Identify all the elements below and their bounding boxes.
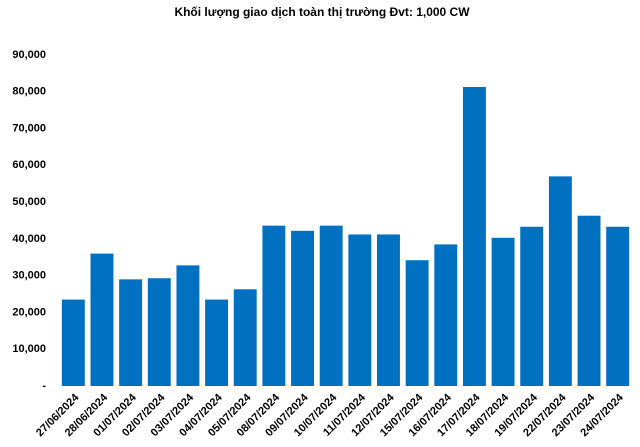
bar (405, 260, 429, 386)
bar (205, 299, 229, 386)
bar (577, 215, 601, 386)
y-tick-label: 60,000 (12, 159, 46, 171)
bar (61, 299, 85, 386)
y-tick-label: 80,000 (12, 86, 46, 98)
bar (176, 265, 200, 386)
y-tick-label: 30,000 (12, 270, 46, 282)
y-tick-label: 50,000 (12, 196, 46, 208)
y-tick-label: 90,000 (12, 49, 46, 61)
bar (291, 230, 314, 386)
y-tick-label: 70,000 (12, 122, 46, 134)
bar (606, 226, 630, 386)
bar (233, 289, 257, 386)
chart-title: Khối lượng giao dịch toàn thị trường Đvt… (174, 5, 470, 19)
bar (377, 234, 400, 386)
y-tick-label: - (42, 380, 46, 392)
bar (548, 176, 572, 386)
bar (262, 225, 286, 386)
y-tick-label: 40,000 (12, 233, 46, 245)
bar (147, 278, 171, 386)
bar (319, 225, 343, 386)
bar (348, 234, 372, 386)
bar (520, 226, 544, 386)
y-tick-label: 10,000 (12, 343, 46, 355)
bar (462, 86, 486, 386)
bar (491, 237, 515, 386)
bar (90, 253, 114, 386)
bar (434, 244, 458, 386)
y-tick-label: 20,000 (12, 306, 46, 318)
bar (119, 279, 143, 386)
